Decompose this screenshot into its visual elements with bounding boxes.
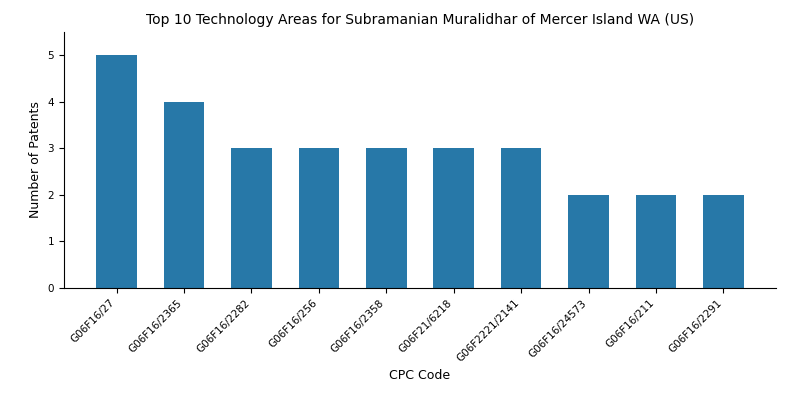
Bar	[164, 102, 204, 288]
Y-axis label: Number of Patents: Number of Patents	[29, 102, 42, 218]
X-axis label: CPC Code: CPC Code	[390, 370, 450, 382]
Bar	[366, 148, 406, 288]
Bar	[568, 195, 609, 288]
Title: Top 10 Technology Areas for Subramanian Muralidhar of Mercer Island WA (US): Top 10 Technology Areas for Subramanian …	[146, 13, 694, 27]
Bar	[231, 148, 272, 288]
Bar	[703, 195, 744, 288]
Bar	[636, 195, 676, 288]
Bar	[434, 148, 474, 288]
Bar	[96, 55, 137, 288]
Bar	[298, 148, 339, 288]
Bar	[501, 148, 542, 288]
